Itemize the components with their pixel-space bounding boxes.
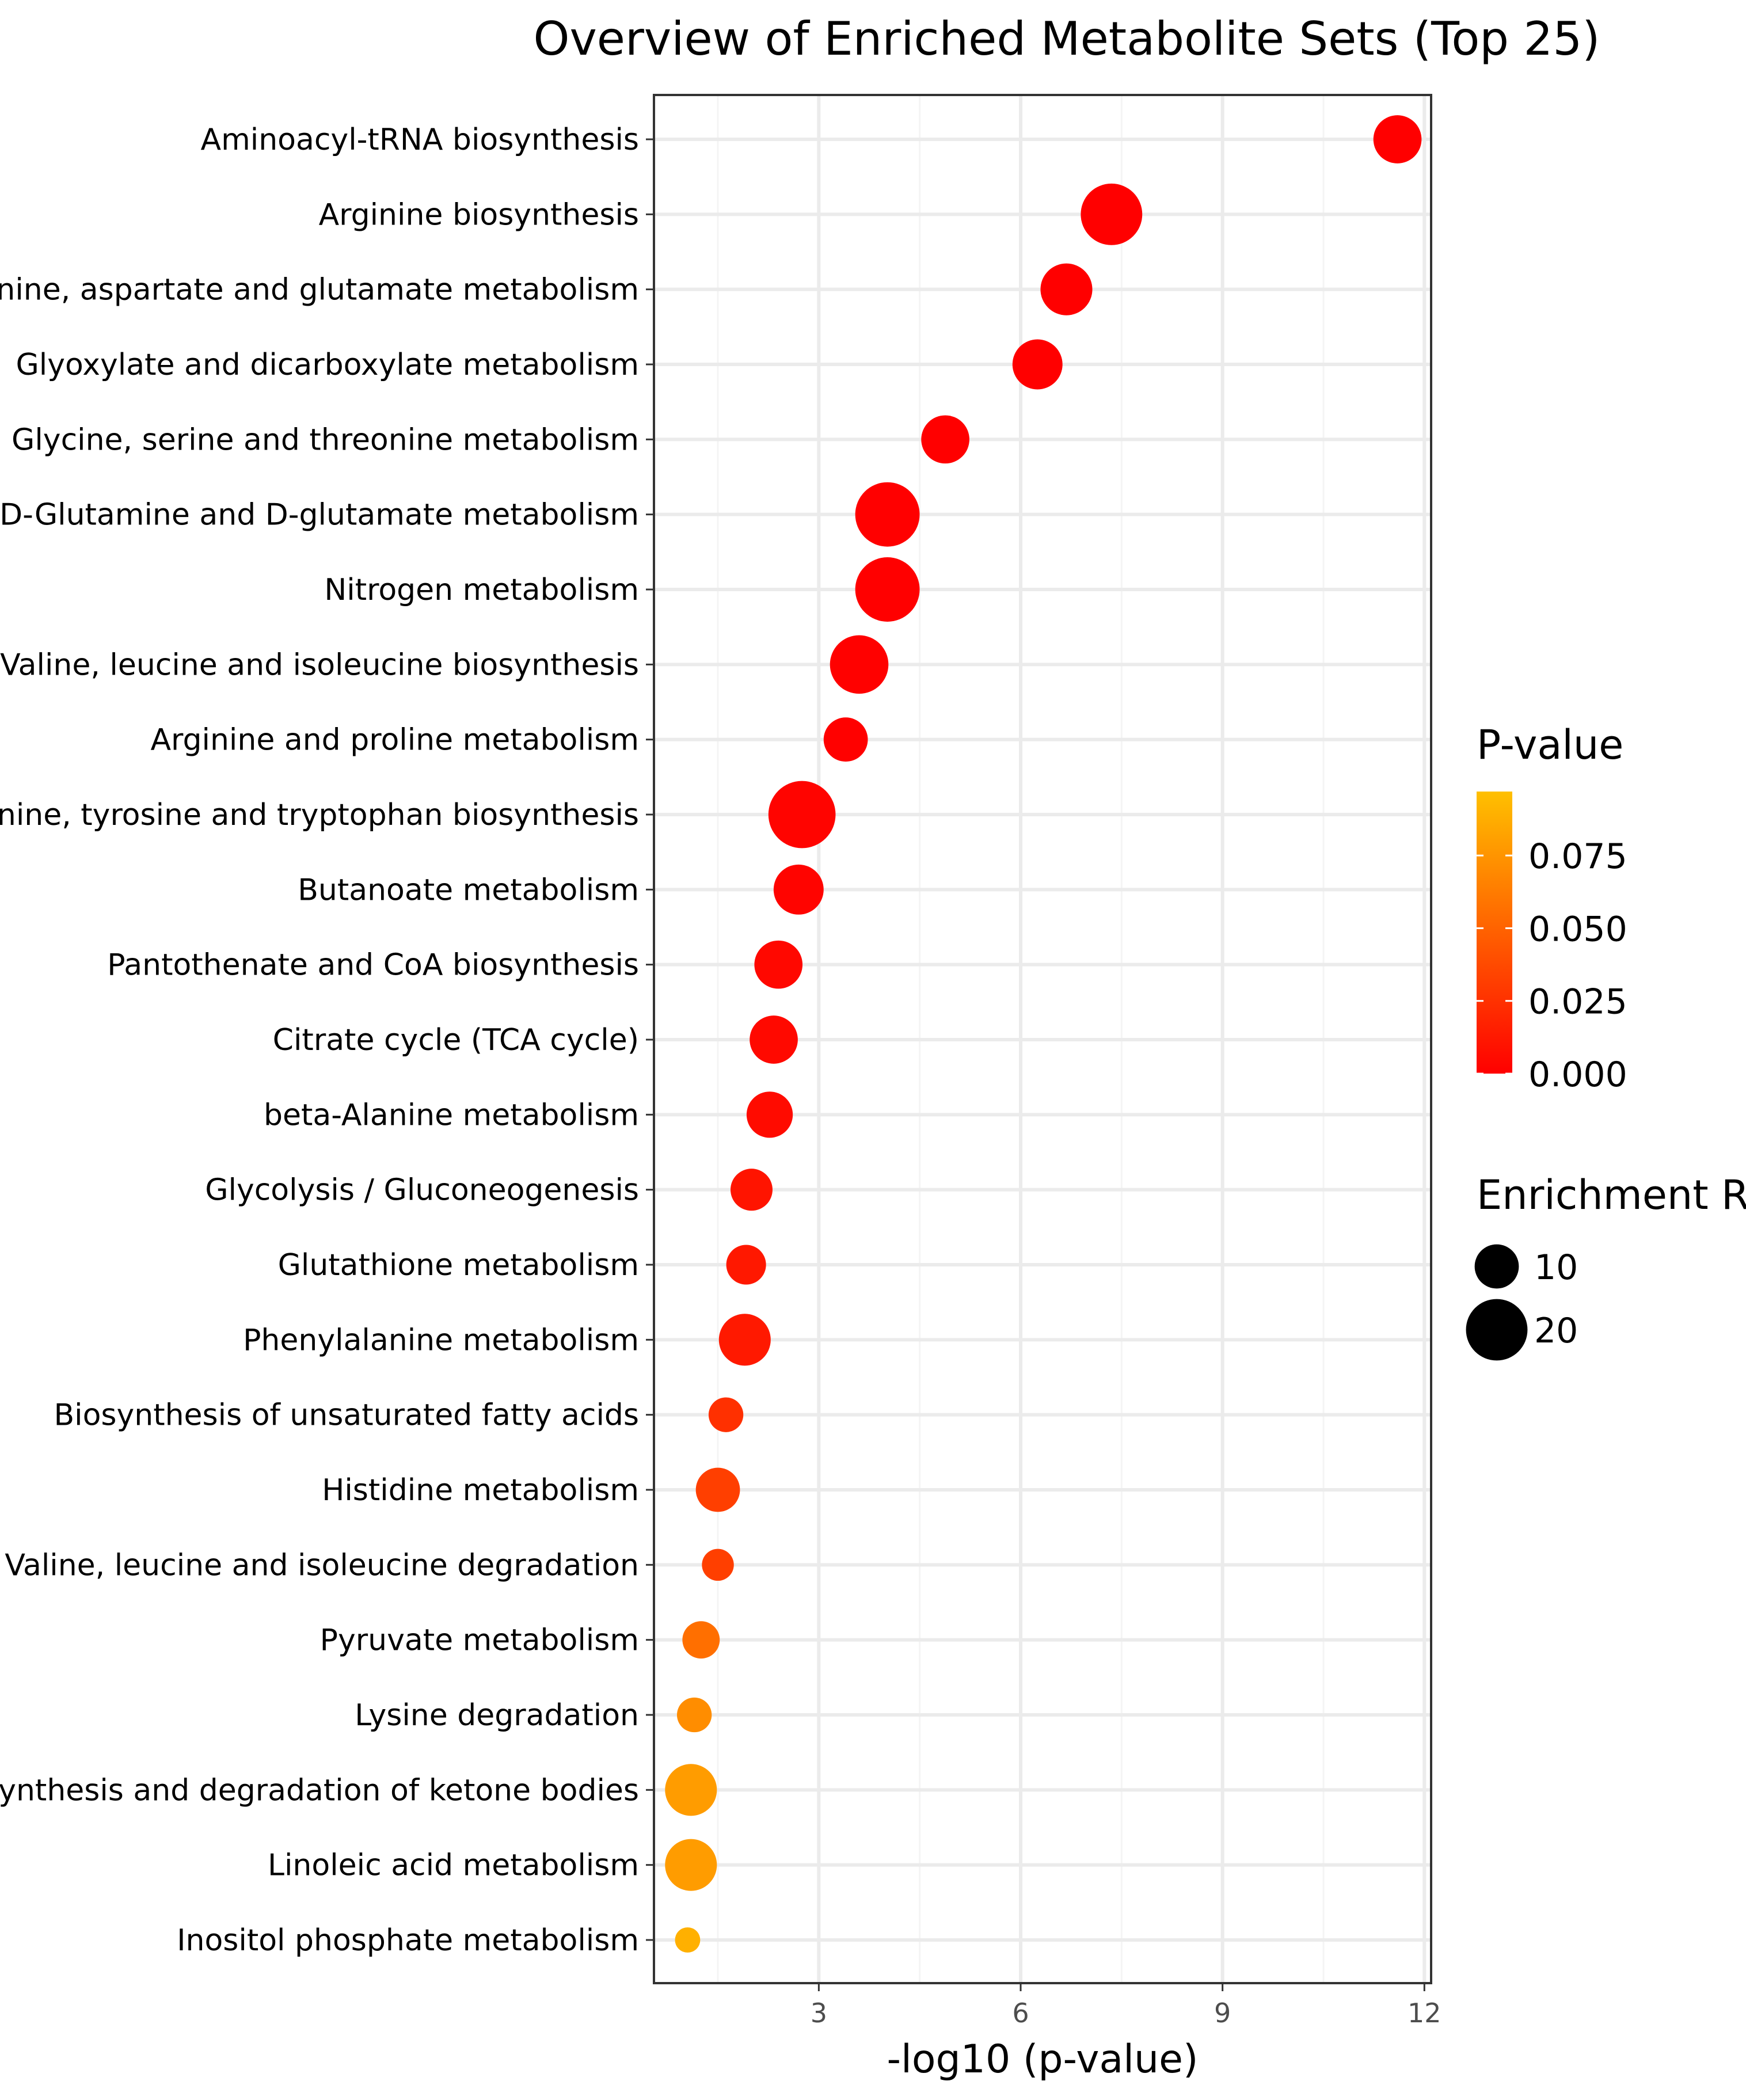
y-tick-label: Histidine metabolism [322, 1473, 639, 1508]
y-tick-label: Synthesis and degradation of ketone bodi… [0, 1773, 639, 1808]
x-tick-label: 3 [811, 1998, 827, 2029]
color-legend-label: 0.025 [1528, 982, 1627, 1022]
y-tick-label: Pantothenate and CoA biosynthesis [107, 948, 639, 983]
y-tick-label: Biosynthesis of unsaturated fatty acids [54, 1398, 639, 1433]
y-tick-label: Pyruvate metabolism [320, 1623, 639, 1658]
data-point [708, 1397, 744, 1432]
y-tick-label: beta-Alanine metabolism [264, 1098, 639, 1132]
data-point [823, 717, 868, 762]
data-point [730, 1169, 773, 1211]
data-point [830, 635, 889, 694]
y-tick-label: Valine, leucine and isoleucine degradati… [5, 1548, 639, 1582]
y-tick-label: Lysine degradation [355, 1698, 639, 1733]
y-tick-label: Glycolysis / Gluconeogenesis [205, 1173, 639, 1208]
data-point [855, 557, 920, 622]
x-tick-label: 9 [1214, 1998, 1231, 2029]
data-point [1373, 115, 1422, 163]
ytick-label-layer: Aminoacyl-tRNA biosynthesis Arginine bios… [0, 123, 639, 1958]
data-point [665, 1764, 717, 1816]
y-tick-label: Inositol phosphate metabolism [177, 1923, 639, 1958]
x-tick-label: 12 [1408, 1998, 1441, 2029]
color-legend-label: 0.050 [1528, 909, 1627, 949]
color-legend-label: 0.000 [1528, 1055, 1627, 1095]
chart-title: Overview of Enriched Metabolite Sets (To… [533, 12, 1600, 66]
y-tick-label: Linoleic acid metabolism [268, 1848, 639, 1883]
data-point [695, 1467, 740, 1512]
point-layer [665, 115, 1422, 1953]
y-tick-label: Glutathione metabolism [278, 1248, 639, 1283]
color-legend: P-value 0.075 0.050 0.025 0.000 [1477, 721, 1627, 1095]
tick-layer [646, 138, 1425, 1991]
y-tick-label: Arginine biosynthesis [319, 197, 639, 232]
x-tick-label: 6 [1012, 1998, 1029, 2029]
y-tick-label: Arginine and proline metabolism [150, 723, 639, 758]
y-tick-label: Citrate cycle (TCA cycle) [273, 1023, 639, 1057]
size-legend-key [1466, 1299, 1528, 1361]
xtick-label-layer: 3 6 9 12 [811, 1998, 1441, 2029]
data-point [682, 1621, 720, 1659]
size-legend: Enrichment Ratio 10 20 [1466, 1171, 1746, 1361]
data-point [675, 1927, 701, 1953]
size-legend-label: 20 [1534, 1311, 1578, 1351]
data-point [726, 1245, 766, 1285]
y-tick-label: Aminoacyl-tRNA biosynthesis [201, 123, 639, 157]
y-tick-label: Nitrogen metabolism [324, 573, 639, 607]
size-legend-title: Enrichment Ratio [1477, 1171, 1746, 1219]
data-point [702, 1549, 734, 1581]
data-point [855, 482, 920, 547]
data-point [746, 1091, 793, 1138]
y-tick-label: Butanoate metabolism [298, 873, 639, 907]
data-point [665, 1839, 717, 1891]
color-legend-bar [1477, 792, 1512, 1074]
size-legend-items: 10 20 [1466, 1244, 1578, 1361]
x-axis-title: -log10 (p-value) [887, 2037, 1198, 2082]
data-point [718, 1314, 771, 1366]
y-tick-label: Glycine, serine and threonine metabolism [12, 423, 639, 457]
data-point [773, 864, 824, 915]
data-point [1081, 183, 1143, 245]
data-point [750, 1015, 798, 1064]
y-tick-label: Valine, leucine and isoleucine biosynthe… [0, 648, 639, 682]
y-tick-label: Phenylalanine, tyrosine and tryptophan b… [0, 798, 639, 832]
y-tick-label: Glyoxylate and dicarboxylate metabolism [16, 348, 639, 382]
data-point [754, 940, 803, 989]
data-point [676, 1697, 712, 1733]
data-point [921, 415, 969, 464]
color-legend-label: 0.075 [1528, 836, 1627, 877]
size-legend-key [1474, 1244, 1519, 1289]
y-tick-label: D-Glutamine and D-glutamate metabolism [0, 498, 639, 532]
data-point [1012, 339, 1063, 390]
color-legend-title: P-value [1477, 721, 1623, 769]
y-tick-label: Phenylalanine metabolism [243, 1323, 639, 1357]
data-point [768, 781, 836, 849]
y-tick-label: Alanine, aspartate and glutamate metabol… [0, 273, 639, 307]
data-point [1040, 263, 1093, 315]
color-legend-ticks: 0.075 0.050 0.025 0.000 [1477, 836, 1627, 1095]
size-legend-label: 10 [1534, 1247, 1578, 1288]
